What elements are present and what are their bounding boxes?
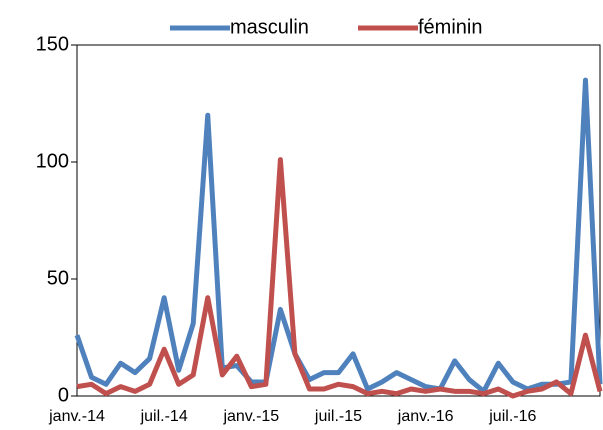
y-tick-label: 100 [36,150,69,172]
series-line [74,77,603,394]
x-tick-label: juil.-16 [488,408,536,425]
x-tick-label: janv.-14 [48,408,105,425]
plot-frame [76,44,601,397]
y-tick-label: 50 [47,267,69,289]
y-tick-label: 0 [58,384,69,406]
y-tick-label: 150 [36,33,69,55]
legend-label: féminin [418,16,482,38]
legend-label: masculin [230,16,309,38]
x-tick-label: juil.-15 [314,408,362,425]
series-line [76,157,603,399]
x-tick-label: janv.-16 [397,408,454,425]
x-tick-label: janv.-15 [222,408,279,425]
x-tick-label: juil.-14 [140,408,188,425]
